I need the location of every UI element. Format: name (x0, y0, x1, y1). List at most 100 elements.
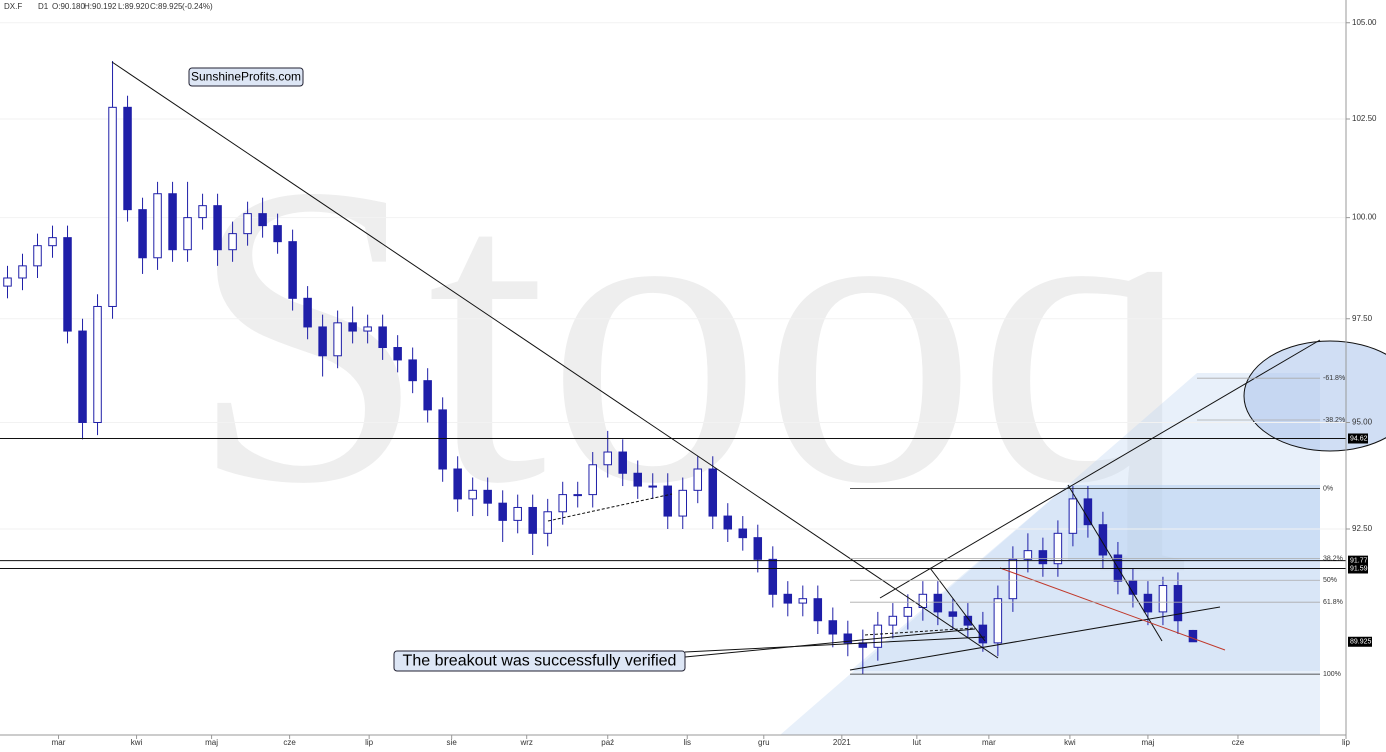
candle-body (648, 485, 657, 488)
fib-projection-area (780, 373, 1320, 735)
annotation-box (393, 650, 686, 672)
fib-upper-zone (1068, 485, 1320, 560)
candle-body (708, 468, 718, 517)
y-tick-label: 95.00 (1352, 418, 1373, 427)
y-tick-label: 105.00 (1352, 18, 1377, 27)
candle-body (318, 326, 327, 357)
candle-body (1098, 524, 1108, 556)
interval: D1 (38, 2, 49, 11)
candle-body (1143, 593, 1153, 613)
candle-body (468, 489, 477, 500)
candle-body (168, 193, 177, 251)
x-tick-label: cze (283, 738, 296, 747)
annotation: The breakout was successfully verified (403, 653, 677, 670)
candle-body (1083, 498, 1093, 526)
x-tick-label: sie (447, 738, 458, 747)
candle-body (153, 193, 162, 259)
x-tick-label: paź (601, 738, 614, 747)
low-value: L:89.920 (118, 2, 150, 11)
annotation-box (188, 67, 304, 87)
candle-body (108, 106, 117, 307)
candle-body (258, 213, 267, 227)
candle-body (63, 237, 72, 332)
candle-body (288, 241, 297, 299)
candle-body (933, 593, 943, 613)
candle-body (18, 265, 27, 279)
x-tick-label: wrz (519, 738, 532, 747)
x-tick-label: lis (683, 738, 691, 747)
candle-body (618, 451, 627, 474)
last-price-label: 89.925 (1350, 639, 1372, 646)
candle-body (963, 615, 973, 626)
candle-body (1128, 580, 1138, 595)
watermark: Stooq (188, 97, 1192, 573)
close-value: C:89.925 (150, 2, 183, 11)
trendline (879, 339, 1321, 599)
candle-body (3, 277, 12, 287)
candle-body (483, 489, 492, 504)
fib-label: 61.8% (1323, 599, 1343, 606)
y-tick-label: 102.50 (1352, 114, 1377, 123)
candle-body (348, 322, 357, 332)
candle-body (393, 347, 402, 361)
candle-body (498, 502, 507, 521)
fib-label: 50% (1323, 577, 1337, 584)
x-tick-label: lip (1342, 738, 1351, 747)
candle-body (243, 213, 252, 235)
candle-body (1068, 498, 1078, 534)
x-tick-label: kwi (1064, 738, 1076, 747)
candle-body (723, 515, 733, 530)
x-tick-label: lip (365, 738, 374, 747)
candle-body (438, 409, 447, 470)
candle-body (213, 205, 222, 251)
candle-body (33, 245, 42, 267)
annotation: SunshineProfits.com (191, 70, 301, 84)
candle-body (873, 624, 883, 648)
candle-body (843, 633, 853, 644)
candle-body (93, 305, 102, 423)
change: (-0.24%) (182, 2, 213, 11)
candle-body (408, 359, 417, 382)
target-ellipse (1243, 340, 1386, 452)
last-price-box (1348, 636, 1372, 647)
candle-body (588, 464, 597, 496)
candle-body (513, 506, 522, 521)
price-label-box (1348, 433, 1368, 444)
candle-body (693, 468, 703, 491)
red-trendline (999, 567, 1226, 651)
x-tick-label: maj (205, 738, 218, 747)
price-label: 91.59 (1350, 565, 1368, 572)
x-tick-label: lut (913, 738, 922, 747)
candle-body (813, 598, 823, 622)
candle-body (603, 451, 612, 466)
fib-label: -61.8% (1323, 375, 1345, 382)
candle-body (453, 468, 462, 500)
x-tick-label: kwi (131, 738, 143, 747)
candle-body (558, 494, 567, 513)
candle-body (543, 511, 552, 534)
candle-body (78, 330, 87, 423)
trendline (1067, 484, 1163, 642)
fib-label: -38.2% (1323, 417, 1345, 424)
price-label-box (1348, 555, 1368, 566)
candle-body (1173, 585, 1183, 622)
x-tick-label: maj (1141, 738, 1154, 747)
y-tick-label: 92.50 (1352, 524, 1373, 533)
candles (3, 60, 1198, 675)
fib-label: 100% (1323, 671, 1341, 678)
y-tick-label: 100.00 (1352, 213, 1377, 222)
candle-body (633, 472, 642, 487)
candle-body (228, 233, 237, 251)
candle-body (138, 209, 147, 259)
candle-body (123, 106, 132, 211)
candle-body (378, 326, 387, 349)
candle-body (783, 593, 793, 604)
candle-body (888, 615, 898, 626)
header: DX.F D1 O:90.180 H:90.192 L:89.920 C:89.… (4, 2, 213, 11)
price-label: 91.77 (1350, 557, 1368, 564)
candle-body (423, 380, 432, 411)
high-value: H:90.192 (84, 2, 117, 11)
candle-body (573, 494, 582, 497)
candle-body (1188, 629, 1198, 643)
